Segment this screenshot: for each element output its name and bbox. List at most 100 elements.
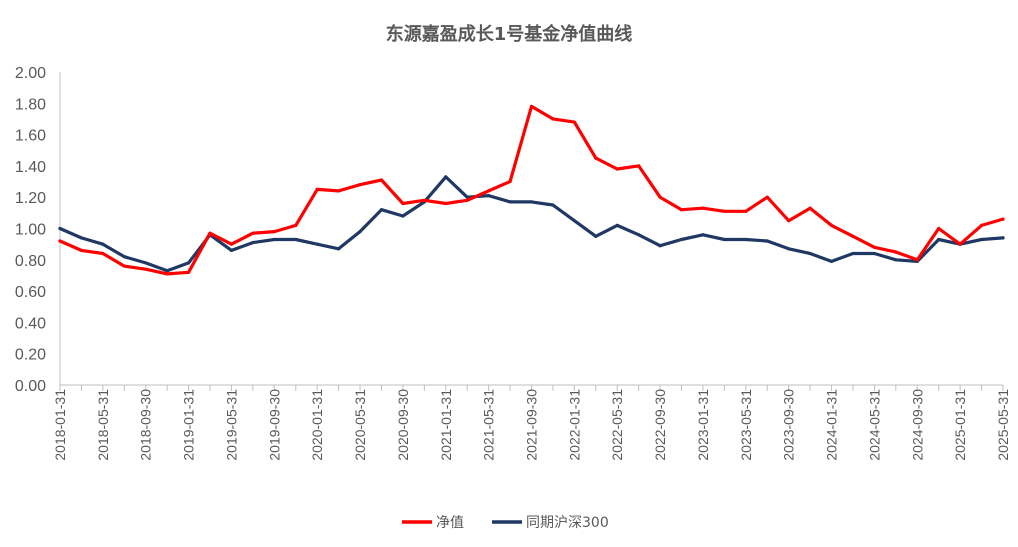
data-point [615,223,619,227]
data-point [937,226,941,231]
data-point [872,245,877,249]
data-point [529,200,534,204]
y-tick-label: 1.80 [15,96,46,113]
data-point [744,237,748,242]
legend-label: 同期沪深300 [526,515,609,531]
data-point [101,242,105,246]
data-point [1001,217,1005,221]
x-tick-label: 2021-01-31 [438,389,454,461]
x-tick-label: 2020-09-30 [395,389,411,461]
data-point [79,236,84,240]
chart-title: 东源嘉盈成长1号基金净值曲线 [386,23,633,45]
data-point [637,233,641,237]
data-point [358,183,362,187]
data-point [658,244,662,248]
data-point [186,270,191,274]
data-point [144,267,148,271]
x-tick-label: 2022-05-31 [609,389,625,461]
x-tick-label: 2023-05-31 [738,389,754,461]
data-point [208,231,212,235]
x-tick-label: 2021-09-30 [524,389,540,461]
data-point [808,206,812,210]
x-tick-label: 2023-09-30 [781,389,797,461]
data-point [272,230,276,234]
data-point [701,206,705,210]
x-tick-label: 2022-01-31 [566,389,582,461]
x-tick-label: 2020-05-31 [352,389,368,461]
data-point [787,247,791,251]
x-tick-label: 2025-05-31 [995,389,1011,461]
data-point [422,198,426,202]
y-tick-label: 1.40 [15,159,46,176]
data-point [315,242,319,246]
data-point [251,240,255,245]
data-point [658,195,662,199]
y-tick-label: 0.80 [15,253,46,270]
data-point [679,208,684,212]
data-point [958,242,962,246]
data-point [787,219,791,223]
x-tick-label: 2021-05-31 [481,389,497,461]
data-point [465,198,469,202]
data-point [551,203,555,207]
data-point [337,189,341,193]
data-point [594,156,598,160]
data-point [229,242,234,246]
data-point [465,195,469,199]
data-point [58,239,62,243]
x-axis: 2018-01-31 2018-05-31 2018-09-30 2019-01-31… [52,384,1011,461]
data-point [186,261,191,265]
y-tick-label: 0.60 [15,284,46,301]
data-point [294,237,298,242]
x-tick-label: 2018-05-31 [95,389,111,461]
data-point [165,272,169,276]
data-point [744,209,748,213]
data-point [444,201,448,206]
data-point [379,178,384,182]
data-point [722,209,726,213]
data-point [122,255,126,259]
data-point [851,234,855,238]
data-point [401,201,405,206]
data-point [165,269,169,273]
y-tick-label: 0.40 [15,315,46,332]
data-point [979,223,984,227]
data-point [144,261,148,265]
x-tick-label: 2024-09-30 [909,389,925,461]
data-point [829,259,834,263]
x-tick-label: 2022-09-30 [652,389,668,461]
data-point [1001,236,1005,240]
data-point [851,251,855,256]
data-point [358,230,362,234]
data-point [79,248,84,253]
x-tick-label: 2025-01-31 [952,389,968,461]
series-line-1 [58,175,1005,273]
legend-label: 净值 [436,515,464,531]
data-point [765,195,769,199]
x-tick-label: 2018-01-31 [52,389,68,461]
data-point [401,214,405,218]
data-point [894,250,898,254]
data-point [701,233,705,237]
data-point [337,247,341,251]
data-point [251,231,255,235]
data-point [551,117,555,121]
legend: 净值 同期沪深300 [402,515,609,531]
data-point [487,189,491,193]
data-point [294,223,298,227]
x-tick-label: 2019-09-30 [266,389,282,461]
data-point [572,120,576,124]
data-point [937,237,941,242]
data-point [379,208,384,212]
data-point [58,226,62,231]
series-layer [58,104,1005,276]
data-point [272,237,276,242]
y-tick-label: 0.20 [15,347,46,364]
data-point [122,264,126,268]
data-point [915,258,919,262]
data-point [615,167,619,171]
data-point [872,251,877,256]
x-tick-label: 2019-05-31 [223,389,239,461]
data-point [722,237,726,242]
